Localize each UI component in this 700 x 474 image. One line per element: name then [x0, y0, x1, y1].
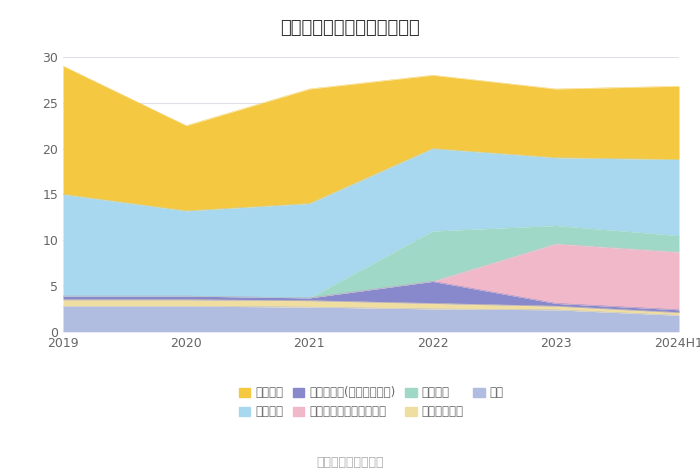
Legend: 应付票据, 应付账款, 其他应付款(含利息和股利), 一年内到期的非流动负债, 长期借款, 长期递延收益, 其它: 应付票据, 应付账款, 其他应付款(含利息和股利), 一年内到期的非流动负债, …	[234, 382, 508, 423]
Text: 数据来源：恒生聚源: 数据来源：恒生聚源	[316, 456, 384, 469]
Text: 历年主要负债堆积图（亿元）: 历年主要负债堆积图（亿元）	[280, 19, 420, 37]
